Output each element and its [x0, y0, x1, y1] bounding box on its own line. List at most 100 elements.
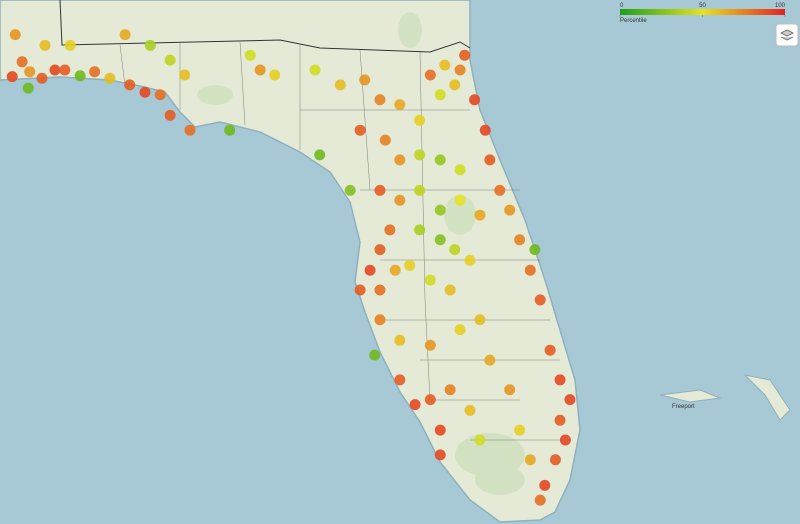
- dot: [424, 69, 436, 81]
- dot: [444, 284, 456, 296]
- legend: Percentile 0 50 100: [619, 3, 786, 24]
- dot: [434, 424, 446, 436]
- dot: [224, 124, 236, 136]
- dot: [444, 384, 456, 396]
- dot: [22, 82, 34, 94]
- layers-button[interactable]: [775, 23, 799, 47]
- dot: [459, 49, 471, 61]
- dot: [414, 224, 426, 236]
- dot: [434, 154, 446, 166]
- dot: [244, 49, 256, 61]
- dot: [39, 39, 51, 51]
- dot: [364, 264, 376, 276]
- dot: [484, 354, 496, 366]
- dot: [394, 99, 406, 111]
- dot: [404, 259, 416, 271]
- dot: [16, 56, 28, 68]
- dot: [504, 204, 516, 216]
- dot: [9, 29, 21, 41]
- dot: [479, 124, 491, 136]
- dot: [514, 234, 526, 246]
- dot: [379, 134, 391, 146]
- dot: [104, 72, 116, 84]
- dot: [36, 72, 48, 84]
- dot: [334, 79, 346, 91]
- dot: [269, 69, 281, 81]
- state-border: [59, 0, 471, 53]
- dot: [309, 64, 321, 76]
- dot: [434, 89, 446, 101]
- dot: [394, 154, 406, 166]
- dot: [424, 339, 436, 351]
- dot: [554, 374, 566, 386]
- dot: [414, 184, 426, 196]
- map-label: Freeport: [672, 404, 695, 410]
- dot: [544, 344, 556, 356]
- dot: [424, 394, 436, 406]
- dot: [434, 234, 446, 246]
- dot: [164, 54, 176, 66]
- dot: [164, 109, 176, 121]
- dot: [144, 39, 156, 51]
- dot: [89, 66, 101, 78]
- parks: [197, 12, 525, 495]
- dot: [394, 194, 406, 206]
- dot: [6, 71, 18, 83]
- bahamas: [659, 374, 791, 421]
- dot: [454, 64, 466, 76]
- dot: [434, 449, 446, 461]
- dot: [24, 66, 36, 78]
- dot: [529, 244, 541, 256]
- dot: [434, 204, 446, 216]
- dot: [374, 284, 386, 296]
- dot: [559, 434, 571, 446]
- dot: [549, 454, 561, 466]
- dot: [534, 494, 546, 506]
- dot: [414, 149, 426, 161]
- dot: [484, 154, 496, 166]
- dot: [454, 324, 466, 336]
- dot: [179, 69, 191, 81]
- dot: [374, 314, 386, 326]
- dot: [474, 314, 486, 326]
- dot: [124, 79, 136, 91]
- dot: [414, 114, 426, 126]
- dot: [524, 454, 536, 466]
- dot: [64, 39, 76, 51]
- dot: [449, 79, 461, 91]
- layers-icon[interactable]: [780, 29, 794, 41]
- legend-tick-label: 100: [775, 3, 786, 9]
- dot: [554, 414, 566, 426]
- dot: [394, 374, 406, 386]
- dot: [469, 94, 481, 106]
- dot: [344, 184, 356, 196]
- dot: [384, 224, 396, 236]
- dot: [464, 404, 476, 416]
- dot: [534, 294, 546, 306]
- dot: [454, 164, 466, 176]
- dot: [514, 424, 526, 436]
- legend-tick-label: 50: [699, 3, 706, 9]
- dot: [564, 394, 576, 406]
- dot: [359, 74, 371, 86]
- dot: [119, 29, 131, 41]
- dot: [154, 89, 166, 101]
- dot: [254, 64, 266, 76]
- dot: [394, 334, 406, 346]
- dot: [374, 184, 386, 196]
- dot: [424, 274, 436, 286]
- dot: [354, 284, 366, 296]
- legend-tick-label: 0: [620, 3, 624, 9]
- dot: [464, 254, 476, 266]
- dot: [539, 479, 551, 491]
- dot: [59, 64, 71, 76]
- dot: [49, 64, 61, 76]
- dot: [74, 70, 86, 82]
- dot: [184, 124, 196, 136]
- dot: [439, 59, 451, 71]
- dot: [409, 399, 421, 411]
- dot: [449, 244, 461, 256]
- dot: [314, 149, 326, 161]
